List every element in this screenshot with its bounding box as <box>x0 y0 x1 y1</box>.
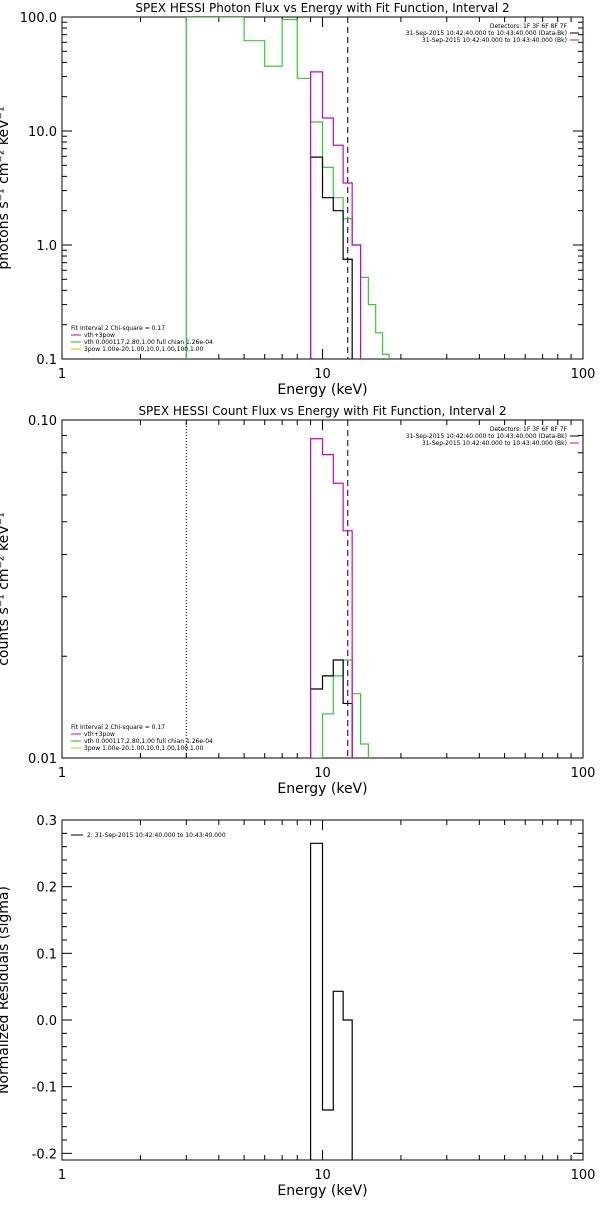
y-tick-label: 1.0 <box>36 239 57 254</box>
x-tick-label: 100 <box>571 1168 596 1183</box>
legend-entry: vth 0.000117,2.80,1.00 full chian 1.26e-… <box>84 738 213 745</box>
series-step-line <box>309 71 362 359</box>
y-tick-label: 0.10 <box>28 414 57 429</box>
x-tick-label: 10 <box>314 1168 331 1183</box>
y-axis-label: Normalized Residuals (sigma) <box>0 886 12 1094</box>
y-tick-label: -0.2 <box>32 1147 57 1162</box>
legend-entry: vth+3pow <box>84 731 115 738</box>
plot-frame <box>61 419 584 759</box>
legend-entry: Detectors: 1F 3F 6F 8F 7F <box>490 23 568 30</box>
y-tick-label: 0.3 <box>36 814 57 829</box>
x-tick-label: 1 <box>58 766 66 781</box>
legend-entry: 2: 31-Sep-2015 10:42:40.000 to 10:43:40.… <box>87 832 226 839</box>
x-tick-label: 10 <box>314 367 331 382</box>
legend-entry: Detectors: 1F 3F 6F 8F 7F <box>490 426 568 433</box>
x-tick-label: 100 <box>571 766 596 781</box>
legend-entry: Fit Interval 2 Chi-square = 0.17 <box>71 724 165 731</box>
plot-title: SPEX HESSI Count Flux vs Energy with Fit… <box>138 404 506 418</box>
legend-entry: Fit Interval 2 Chi-square = 0.17 <box>71 325 165 332</box>
legend-entry: 31-Sep-2015 10:42:40.000 to 10:43:40.000… <box>422 37 567 44</box>
legend-entry: 31-Sep-2015 10:42:40.000 to 10:43:40.000… <box>406 433 567 440</box>
series-step-line <box>310 659 369 758</box>
y-axis-label: photons s⁻¹ cm⁻² keV⁻¹ <box>0 106 12 269</box>
legend-entry: vth+3pow <box>84 332 115 339</box>
x-tick-label: 100 <box>571 367 596 382</box>
series-step-line <box>309 659 353 758</box>
series-step-line <box>185 17 390 359</box>
legend-entry: 31-Sep-2015 10:42:40.000 to 10:43:40.000… <box>406 30 567 37</box>
legend-entry: 31-Sep-2015 10:42:40.000 to 10:43:40.000… <box>422 440 567 447</box>
x-tick-label: 1 <box>58 1168 66 1183</box>
series-step-line <box>309 842 353 1160</box>
legend-entry: 3pow 1.00e-20,1.00,10.0,1.00,100,1.00 <box>84 346 204 353</box>
legend-entry: vth 0.000117,2.80,1.00 full chian 1.26e-… <box>84 339 213 346</box>
y-tick-label: 0.01 <box>28 752 57 767</box>
x-axis-label: Energy (keV) <box>277 781 367 797</box>
series-step-line <box>309 438 353 758</box>
series-step-line <box>309 156 353 359</box>
y-tick-label: -0.1 <box>32 1081 57 1096</box>
x-axis-label: Energy (keV) <box>277 382 367 398</box>
y-tick-label: 0.0 <box>36 1014 57 1029</box>
y-tick-label: 0.1 <box>36 947 57 962</box>
y-tick-label: 100.0 <box>20 11 57 26</box>
y-tick-label: 0.2 <box>36 881 57 896</box>
y-tick-label: 0.1 <box>36 353 57 368</box>
y-tick-label: 10.0 <box>28 125 57 140</box>
x-tick-label: 1 <box>58 367 66 382</box>
legend-entry: 3pow 1.00e-20,1.00,10.0,1.00,100,1.00 <box>84 745 204 752</box>
x-tick-label: 10 <box>314 766 331 781</box>
y-axis-label: counts s⁻¹ cm⁻² keV⁻¹ <box>0 512 12 666</box>
x-axis-label: Energy (keV) <box>277 1183 367 1199</box>
plot-title: SPEX HESSI Photon Flux vs Energy with Fi… <box>135 1 509 15</box>
